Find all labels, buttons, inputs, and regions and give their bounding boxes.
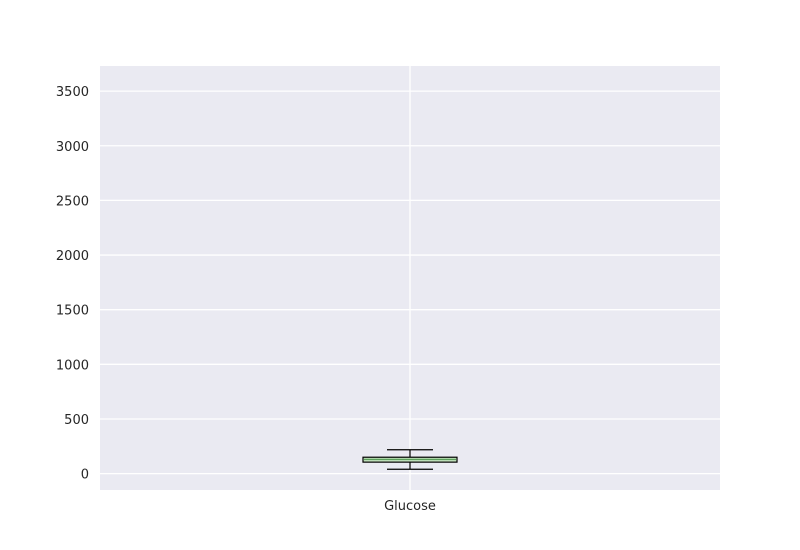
y-tick-label: 3500 [56,85,89,100]
y-tick-label: 1500 [56,304,89,319]
y-tick-label: 500 [64,413,89,428]
y-tick-label: 0 [81,468,89,483]
y-tick-label: 3000 [56,140,89,155]
y-axis-ticks: 0 500 1000 1500 2000 2500 3000 3500 [56,85,89,482]
y-tick-label: 2000 [56,249,89,264]
grid-lines [100,66,720,490]
y-tick-label: 2500 [56,194,89,209]
x-tick-label: Glucose [384,499,436,514]
box-marks [362,449,458,470]
x-axis-ticks: Glucose [384,499,436,514]
y-tick-label: 1000 [56,358,89,373]
